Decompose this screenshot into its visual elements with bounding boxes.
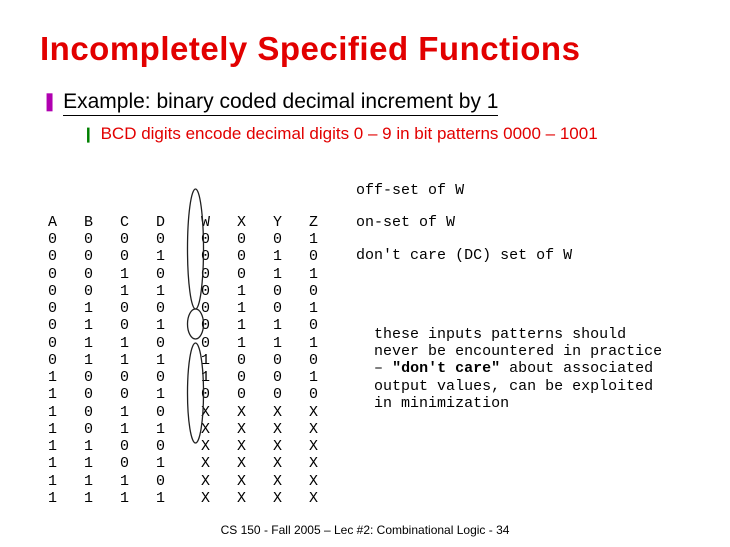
annotation-offset: off-set of W xyxy=(356,182,662,199)
bullet-level-1: ❚ Example: binary coded decimal incremen… xyxy=(42,90,690,116)
slide-title: Incompletely Specified Functions xyxy=(40,30,690,68)
annotations: off-set of W on-set of W don't care (DC)… xyxy=(356,162,662,507)
bullet2-text: BCD digits encode decimal digits 0 – 9 i… xyxy=(101,124,598,144)
bullet1-text: Example: binary coded decimal increment … xyxy=(63,90,498,116)
bullet-level-2: ❙ BCD digits encode decimal digits 0 – 9… xyxy=(82,124,690,144)
bullet1-marker: ❚ xyxy=(42,91,57,112)
truth-table-text: A B C D W X Y Z 0 0 0 0 0 0 0 1 0 0 0 1 … xyxy=(48,214,318,507)
annotation-paragraph: these inputs patterns should never be en… xyxy=(356,326,662,412)
slide-footer: CS 150 - Fall 2005 – Lec #2: Combination… xyxy=(0,523,730,537)
annotation-dcset: don't care (DC) set of W xyxy=(356,247,662,264)
bullet2-marker: ❙ xyxy=(82,125,95,143)
truth-table: A B C D W X Y Z 0 0 0 0 0 0 0 1 0 0 0 1 … xyxy=(48,162,318,507)
content-row: A B C D W X Y Z 0 0 0 0 0 0 0 1 0 0 0 1 … xyxy=(48,162,690,507)
annotation-onset: on-set of W xyxy=(356,214,662,231)
